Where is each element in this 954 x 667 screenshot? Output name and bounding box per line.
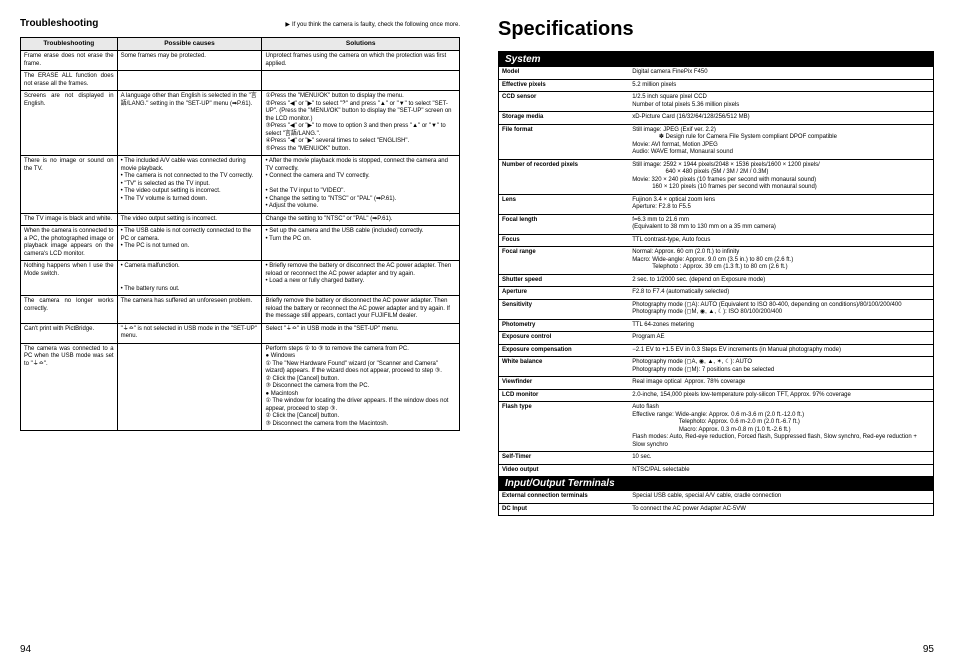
troubleshooting-cell: • Set up the camera and the USB cable (i… (262, 226, 460, 261)
spec-label: Focal length (499, 214, 629, 234)
spec-label: Video output (499, 464, 629, 476)
troubleshooting-cell: Screens are not displayed in English. (21, 91, 118, 156)
spec-label: Effective pixels (499, 79, 629, 92)
spec-value: TTL contrast-type, Auto focus (629, 234, 933, 247)
left-page: Troubleshooting If you think the camera … (20, 18, 460, 431)
troubleshooting-cell: Nothing happens when I use the Mode swit… (21, 261, 118, 296)
spec-label: Viewfinder (499, 377, 629, 390)
spec-value: Digital camera FinePix F450 (629, 67, 933, 79)
spec-value: F2.8 to F7.4 (automatically selected) (629, 287, 933, 300)
spec-value: 2 sec. to 1/2000 sec. (depend on Exposur… (629, 274, 933, 287)
section-bar: System (499, 52, 933, 67)
spec-value: Auto flash Effective range: Wide-angle: … (629, 402, 933, 452)
spec-label: Sensitivity (499, 299, 629, 319)
spec-value: Normal: Approx. 60 cm (2.0 ft.) to infin… (629, 247, 933, 275)
troubleshooting-cell: Can't print with PictBridge. (21, 323, 118, 343)
spec-value: Photography mode (◻A): AUTO (Equivalent … (629, 299, 933, 319)
spec-value: 2.0-inche, 154,000 pixels low-temperatur… (629, 389, 933, 402)
spec-value: f=6.3 mm to 21.6 mm (Equivalent to 38 mm… (629, 214, 933, 234)
spec-value: 1/2.5 inch square pixel CCD Number of to… (629, 92, 933, 112)
troubleshooting-cell (262, 71, 460, 91)
spec-label: External connection terminals (499, 491, 629, 503)
troubleshooting-cell (117, 71, 262, 91)
troubleshooting-header: Troubleshooting (21, 38, 118, 51)
page-number-right: 95 (923, 644, 934, 655)
spec-value: xD-Picture Card (16/32/64/128/256/512 MB… (629, 112, 933, 125)
troubleshooting-cell (117, 343, 262, 431)
spec-label: Number of recorded pixels (499, 159, 629, 194)
troubleshooting-title: Troubleshooting (20, 18, 98, 29)
troubleshooting-cell: Frame erase does not erase the frame. (21, 51, 118, 71)
troubleshooting-header: Possible causes (117, 38, 262, 51)
specifications-wrap: SystemModelDigital camera FinePix F450Ef… (498, 51, 934, 516)
spec-value: Still image: 2592 × 1944 pixels/2048 × 1… (629, 159, 933, 194)
spec-value: 10 sec. (629, 452, 933, 465)
troubleshooting-cell: The ERASE ALL function does not erase al… (21, 71, 118, 91)
troubleshooting-cell: Select "⏚≏" in USB mode in the "SET-UP" … (262, 323, 460, 343)
spec-label: Exposure control (499, 332, 629, 345)
troubleshooting-header: Solutions (262, 38, 460, 51)
spec-label: Shutter speed (499, 274, 629, 287)
spec-value: Photography mode (◻A, ◉, ▲, ✶, ☾): AUTO … (629, 357, 933, 377)
spec-table: ModelDigital camera FinePix F450Effectiv… (499, 67, 933, 476)
troubleshooting-cell: "⏚≏" is not selected in USB mode in the … (117, 323, 262, 343)
page-number-left: 94 (20, 644, 31, 655)
troubleshooting-cell: ①Press the "MENU/OK" button to display t… (262, 91, 460, 156)
troubleshooting-cell: • The USB cable is not correctly connect… (117, 226, 262, 261)
troubleshooting-table: TroubleshootingPossible causesSolutions … (20, 37, 460, 431)
troubleshooting-note: If you think the camera is faulty, check… (285, 21, 460, 28)
spec-label: Model (499, 67, 629, 79)
spec-value: Still image: JPEG (Exif ver. 2.2) ✽ Desi… (629, 124, 933, 159)
right-page: Specifications SystemModelDigital camera… (498, 18, 934, 516)
troubleshooting-cell: Some frames may be protected. (117, 51, 262, 71)
troubleshooting-cell: A language other than English is selecte… (117, 91, 262, 156)
spec-value: Program AE (629, 332, 933, 345)
spec-value: NTSC/PAL selectable (629, 464, 933, 476)
spec-value: Real image optical Approx. 78% coverage (629, 377, 933, 390)
troubleshooting-cell: • Briefly remove the battery or disconne… (262, 261, 460, 296)
troubleshooting-cell: The TV image is black and white. (21, 213, 118, 226)
spec-label: Flash type (499, 402, 629, 452)
troubleshooting-cell: The camera was connected to a PC when th… (21, 343, 118, 431)
troubleshooting-cell: The camera has suffered an unforeseen pr… (117, 296, 262, 324)
troubleshooting-cell: There is no image or sound on the TV. (21, 156, 118, 214)
troubleshooting-cell: • The included A/V cable was connected d… (117, 156, 262, 214)
spec-value: −2.1 EV to +1.5 EV in 0.3 Steps EV incre… (629, 344, 933, 357)
troubleshooting-cell: Unprotect frames using the camera on whi… (262, 51, 460, 71)
troubleshooting-cell: Change the setting to "NTSC" or "PAL" (➡… (262, 213, 460, 226)
spec-label: White balance (499, 357, 629, 377)
spec-label: File format (499, 124, 629, 159)
spec-label: Self-Timer (499, 452, 629, 465)
spec-label: LCD monitor (499, 389, 629, 402)
section-bar: Input/Output Terminals (499, 476, 933, 491)
spec-label: Focal range (499, 247, 629, 275)
spec-value: To connect the AC power Adapter AC-5VW (629, 503, 933, 515)
spec-label: Aperture (499, 287, 629, 300)
spec-value: Special USB cable, special A/V cable, cr… (629, 491, 933, 503)
spec-label: Lens (499, 194, 629, 214)
troubleshooting-cell: The camera no longer works correctly. (21, 296, 118, 324)
spec-value: Fujinon 3.4 × optical zoom lens Aperture… (629, 194, 933, 214)
spec-label: Photometry (499, 319, 629, 332)
spec-label: DC Input (499, 503, 629, 515)
troubleshooting-cell: • After the movie playback mode is stopp… (262, 156, 460, 214)
spec-label: Storage media (499, 112, 629, 125)
troubleshooting-cell: Perform steps ① to ③ to remove the camer… (262, 343, 460, 431)
troubleshooting-cell: Briefly remove the battery or disconnect… (262, 296, 460, 324)
troubleshooting-cell: When the camera is connected to a PC, th… (21, 226, 118, 261)
spec-value: 5.2 million pixels (629, 79, 933, 92)
specifications-title: Specifications (498, 18, 934, 41)
troubleshooting-cell: The video output setting is incorrect. (117, 213, 262, 226)
spec-value: TTL 64-zones metering (629, 319, 933, 332)
spec-table: External connection terminalsSpecial USB… (499, 491, 933, 515)
spec-label: Exposure compensation (499, 344, 629, 357)
troubleshooting-cell: • Camera malfunction. • The battery runs… (117, 261, 262, 296)
spec-label: Focus (499, 234, 629, 247)
spec-label: CCD sensor (499, 92, 629, 112)
